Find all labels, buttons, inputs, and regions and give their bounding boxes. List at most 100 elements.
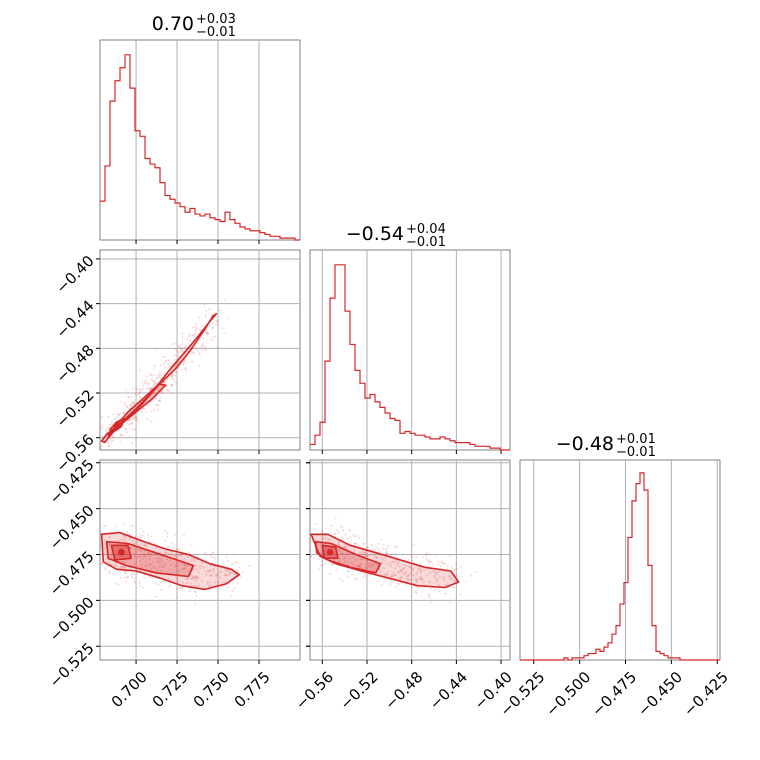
sample-point bbox=[140, 563, 143, 566]
sample-point bbox=[194, 332, 197, 335]
sample-point bbox=[118, 539, 121, 542]
sample-point bbox=[181, 346, 184, 349]
sample-point bbox=[167, 359, 170, 362]
sample-point bbox=[370, 563, 373, 566]
sample-point bbox=[333, 532, 336, 535]
sample-point bbox=[164, 366, 167, 369]
sample-point bbox=[428, 596, 431, 599]
sample-point bbox=[413, 574, 416, 577]
sample-point bbox=[338, 558, 341, 561]
sample-point bbox=[205, 309, 208, 312]
sample-point bbox=[379, 555, 382, 558]
sample-point bbox=[123, 566, 126, 569]
sample-point bbox=[403, 563, 406, 566]
sample-point bbox=[225, 574, 228, 577]
sample-point bbox=[145, 553, 148, 556]
sample-point bbox=[186, 556, 189, 559]
sample-point bbox=[357, 564, 360, 567]
sample-point bbox=[139, 536, 142, 539]
sample-point bbox=[169, 362, 172, 365]
sample-point bbox=[357, 564, 360, 567]
sample-point bbox=[235, 569, 238, 572]
sample-point bbox=[208, 584, 211, 587]
sample-point bbox=[365, 546, 368, 549]
sample-point bbox=[443, 576, 446, 579]
sample-point bbox=[386, 573, 389, 576]
sample-point bbox=[212, 326, 215, 329]
sample-point bbox=[409, 572, 412, 575]
sample-point bbox=[419, 571, 422, 574]
sample-point bbox=[364, 551, 367, 554]
sample-point bbox=[128, 538, 131, 541]
sample-point bbox=[186, 361, 189, 364]
x-tick-label: −0.450 bbox=[634, 668, 686, 720]
sample-point bbox=[318, 568, 321, 571]
sample-point bbox=[338, 560, 341, 563]
sample-point bbox=[131, 418, 134, 421]
sample-point bbox=[194, 329, 197, 332]
sample-point bbox=[126, 576, 129, 579]
sample-point bbox=[348, 528, 351, 531]
sample-point bbox=[176, 588, 179, 591]
sample-point bbox=[157, 583, 160, 586]
y-tick-label: −0.48 bbox=[52, 341, 97, 386]
sample-point bbox=[177, 351, 180, 354]
sample-point bbox=[156, 404, 159, 407]
sample-point bbox=[179, 555, 182, 558]
sample-point bbox=[367, 565, 370, 568]
sample-point bbox=[125, 545, 128, 548]
histogram-1-frame bbox=[309, 249, 511, 451]
sample-point bbox=[358, 565, 361, 568]
sample-point bbox=[386, 563, 389, 566]
sample-point bbox=[126, 570, 129, 573]
sample-point bbox=[328, 572, 331, 575]
sample-point bbox=[419, 570, 422, 573]
sample-point bbox=[148, 555, 151, 558]
sample-point bbox=[339, 552, 342, 555]
sample-point bbox=[186, 564, 189, 567]
sample-point bbox=[455, 562, 458, 565]
sample-point bbox=[145, 544, 148, 547]
sample-point bbox=[162, 392, 165, 395]
sample-point bbox=[150, 535, 153, 538]
sample-point bbox=[381, 548, 384, 551]
sample-point bbox=[361, 576, 364, 579]
sample-point bbox=[176, 562, 179, 565]
sample-point bbox=[204, 315, 207, 318]
sample-point bbox=[132, 525, 135, 528]
sample-point bbox=[434, 588, 437, 591]
sample-point bbox=[155, 348, 158, 351]
sample-point bbox=[192, 584, 195, 587]
sample-point bbox=[456, 573, 459, 576]
sample-point bbox=[153, 379, 156, 382]
sample-point bbox=[130, 422, 133, 425]
sample-point bbox=[181, 348, 184, 351]
sample-point bbox=[214, 557, 217, 560]
sample-point bbox=[105, 427, 108, 430]
sample-point bbox=[125, 405, 128, 408]
sample-point bbox=[343, 543, 346, 546]
sample-point bbox=[133, 428, 136, 431]
sample-point bbox=[359, 563, 362, 566]
sample-point bbox=[383, 573, 386, 576]
sample-point bbox=[200, 344, 203, 347]
sample-point bbox=[122, 535, 125, 538]
sample-point bbox=[175, 555, 178, 558]
sample-point bbox=[407, 558, 410, 561]
sample-point bbox=[338, 549, 341, 552]
sample-point bbox=[352, 533, 355, 536]
sample-point bbox=[192, 575, 195, 578]
sample-point bbox=[387, 544, 390, 547]
sample-point bbox=[199, 567, 202, 570]
sample-point bbox=[444, 583, 447, 586]
sample-point bbox=[174, 565, 177, 568]
sample-point bbox=[129, 546, 132, 549]
sample-point bbox=[346, 552, 349, 555]
sample-point bbox=[337, 543, 340, 546]
sample-point bbox=[182, 363, 185, 366]
sample-point bbox=[419, 568, 422, 571]
sample-point bbox=[184, 366, 187, 369]
sample-point bbox=[210, 556, 213, 559]
sample-point bbox=[124, 576, 127, 579]
sample-point bbox=[171, 374, 174, 377]
